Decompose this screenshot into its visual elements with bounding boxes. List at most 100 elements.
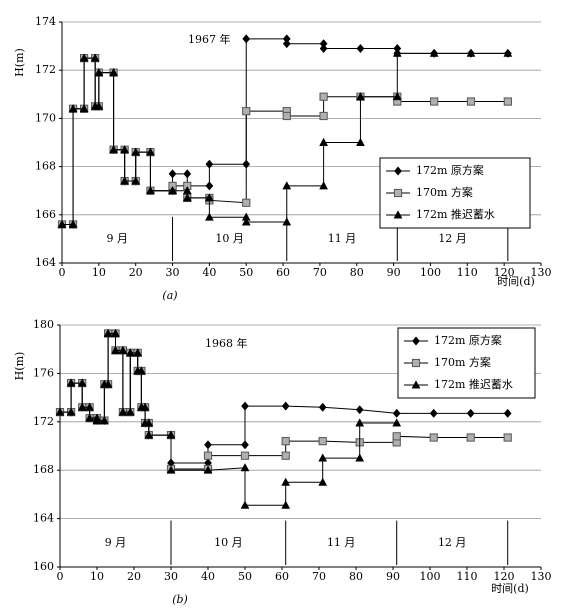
annotation: 1967 年 — [188, 32, 231, 46]
marker-square — [430, 97, 439, 106]
marker-triangle — [66, 407, 76, 416]
legend-label: 170m 方案 — [416, 185, 473, 199]
marker-square — [466, 97, 476, 106]
marker-triangle — [355, 453, 365, 462]
y-tick-label: 176 — [33, 366, 54, 379]
x-tick-label: 80 — [349, 570, 363, 583]
marker-triangle — [109, 145, 119, 154]
marker-triangle — [57, 219, 67, 228]
marker-triangle — [68, 219, 78, 228]
x-tick-label: 60 — [276, 266, 290, 279]
marker-triangle — [281, 500, 291, 509]
marker-diamond — [466, 408, 475, 418]
y-tick-label: 170 — [35, 111, 56, 124]
marker-triangle — [392, 48, 402, 57]
marker-triangle — [79, 53, 89, 62]
marker-triangle — [240, 463, 250, 472]
marker-triangle — [85, 402, 95, 411]
marker-triangle — [356, 91, 365, 101]
y-tick-label: 164 — [35, 256, 56, 269]
series-line — [60, 332, 397, 506]
marker-diamond — [168, 169, 177, 179]
marker-triangle — [103, 328, 113, 337]
y-axis-label: H(m) — [13, 352, 26, 381]
marker-diamond — [242, 34, 251, 44]
marker-triangle — [144, 418, 154, 427]
x-tick-label: 30 — [166, 266, 180, 279]
marker-triangle — [118, 345, 128, 354]
x-tick-label: 10 — [92, 266, 106, 279]
legend-label: 172m 原方案 — [416, 163, 484, 177]
marker-triangle — [111, 328, 120, 337]
marker-triangle — [392, 418, 402, 427]
marker-triangle — [118, 407, 128, 416]
y-tick-label: 164 — [33, 512, 54, 525]
marker-triangle — [77, 402, 87, 411]
marker-triangle — [85, 413, 95, 422]
marker-triangle — [241, 217, 251, 226]
legend-label: 170m 方案 — [434, 355, 491, 369]
marker-triangle — [356, 137, 365, 146]
marker-square — [392, 432, 401, 441]
x-tick-label: 110 — [457, 570, 478, 583]
marker-triangle — [109, 67, 119, 77]
x-tick-label: 70 — [313, 266, 327, 279]
marker-triangle — [355, 418, 365, 427]
marker-triangle — [281, 477, 291, 486]
y-tick-label: 168 — [33, 463, 54, 476]
marker-diamond — [355, 405, 364, 415]
marker-square — [393, 188, 403, 198]
marker-square — [318, 437, 327, 446]
x-tick-label: 0 — [57, 570, 64, 583]
marker-diamond — [281, 401, 290, 411]
marker-triangle — [282, 217, 292, 226]
marker-triangle — [131, 147, 141, 156]
marker-diamond — [241, 440, 249, 450]
marker-diamond — [429, 408, 438, 418]
x-tick-label: 0 — [59, 266, 66, 279]
marker-diamond — [204, 440, 212, 450]
month-label: 12 月 — [438, 536, 467, 549]
marker-triangle — [319, 181, 329, 190]
marker-triangle — [392, 91, 402, 101]
x-tick-label: 30 — [164, 570, 178, 583]
marker-triangle — [120, 145, 130, 154]
legend: 172m 原方案 170m 方案 172m 推迟蓄水 — [379, 157, 531, 229]
x-axis-label: 时间(d) — [497, 275, 535, 288]
month-label: 12 月 — [438, 232, 467, 245]
y-tick-label: 166 — [35, 208, 56, 221]
marker-square — [503, 433, 512, 442]
marker-triangle — [466, 48, 476, 57]
y-tick-label: 160 — [33, 560, 54, 573]
marker-diamond — [205, 159, 214, 169]
legend: 172m 原方案 170m 方案 172m 推迟蓄水 — [397, 327, 536, 399]
y-tick-label: 172 — [33, 415, 54, 428]
marker-diamond — [319, 43, 328, 54]
marker-diamond — [205, 181, 214, 191]
marker-triangle — [146, 147, 155, 156]
x-tick-label: 120 — [494, 570, 515, 583]
marker-triangle — [55, 407, 65, 416]
marker-triangle — [94, 101, 104, 110]
marker-diamond — [392, 408, 401, 418]
marker-triangle — [79, 104, 89, 113]
month-label: 10 月 — [215, 232, 244, 245]
marker-triangle — [319, 137, 329, 146]
marker-triangle — [94, 67, 104, 77]
y-axis-label: H(m) — [13, 48, 26, 77]
x-tick-label: 20 — [129, 266, 143, 279]
marker-triangle — [166, 430, 176, 439]
caption: (b) — [172, 593, 188, 606]
x-tick-label: 10 — [90, 570, 104, 583]
marker-triangle — [182, 193, 192, 202]
marker-square — [281, 451, 290, 460]
marker-square — [319, 92, 328, 101]
marker-triangle — [133, 348, 143, 357]
marker-triangle — [68, 104, 78, 113]
y-tick-label: 174 — [35, 15, 56, 28]
marker-triangle — [111, 345, 120, 354]
marker-triangle — [77, 378, 87, 387]
x-tick-label: 70 — [312, 570, 326, 583]
marker-triangle — [240, 500, 250, 509]
